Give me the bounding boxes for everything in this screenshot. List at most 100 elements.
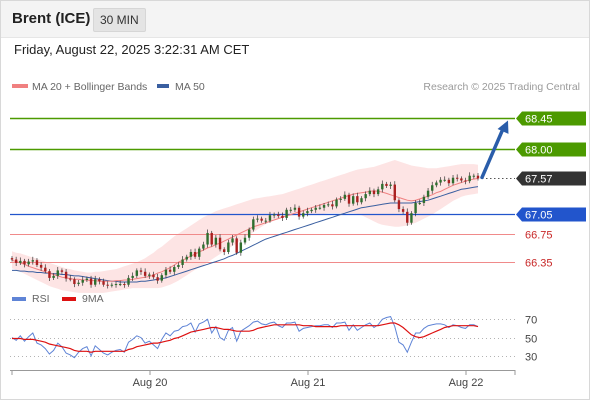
candle-body <box>310 209 313 212</box>
candle-body <box>89 278 93 285</box>
rsi-tick-50: 50 <box>525 334 537 346</box>
level-tag-68.45 <box>516 111 586 126</box>
candle-body <box>69 278 72 280</box>
ma9-legend-swatch <box>62 297 76 301</box>
candle-body <box>35 260 39 265</box>
ma20-legend-label: MA 20 + Bollinger Bands <box>32 81 147 93</box>
candle-body <box>472 175 476 177</box>
candle-body <box>164 269 168 276</box>
candle-body <box>56 270 59 276</box>
target-arrow-shaft <box>480 124 506 180</box>
candle-body <box>426 190 430 197</box>
candle-body <box>247 229 251 238</box>
ma50-legend-swatch <box>157 84 169 88</box>
candle-body <box>443 179 446 181</box>
candle-body <box>364 194 367 199</box>
level-tag-68.00 <box>516 142 586 157</box>
level-label-67.57: 67.57 <box>525 174 553 186</box>
candle-body <box>98 279 101 282</box>
candle-body <box>385 183 388 186</box>
rsi-tick-70: 70 <box>525 315 537 327</box>
header-bar: Brent (ICE) 30 MIN <box>1 1 589 38</box>
level-label-68.00: 68.00 <box>525 145 553 157</box>
candle-body <box>464 180 467 182</box>
candle-body <box>252 219 255 230</box>
candle-body <box>343 194 347 199</box>
candle-body <box>31 260 35 262</box>
candle-body <box>231 238 234 243</box>
timeframe-button[interactable]: 30 MIN <box>93 8 146 32</box>
candle-body <box>173 267 176 272</box>
candle-body <box>210 232 213 245</box>
candle-body <box>118 284 122 286</box>
time-label-aug-22: Aug 22 <box>449 377 484 389</box>
candle-body <box>439 179 442 183</box>
candle-body <box>81 279 84 283</box>
candle-body <box>272 214 276 216</box>
candle-body <box>94 279 97 285</box>
time-label-aug-21: Aug 21 <box>291 377 326 389</box>
candle-body <box>268 215 272 221</box>
candle-body <box>23 260 26 265</box>
candle-body <box>110 284 114 286</box>
candle-body <box>148 274 151 276</box>
candle-body <box>168 269 172 272</box>
level-label-66.35: 66.35 <box>525 258 553 270</box>
candle-body <box>322 205 326 208</box>
candle-body <box>451 177 455 184</box>
candle-body <box>347 194 351 204</box>
candle-body <box>339 198 342 200</box>
candle-body <box>222 249 226 253</box>
candle-body <box>381 183 384 190</box>
candle-body <box>60 270 64 272</box>
candle-body <box>410 213 413 223</box>
rsi-legend-swatch <box>12 297 26 301</box>
candle-body <box>306 211 309 214</box>
candle-body <box>198 248 201 257</box>
candle-body <box>123 284 126 286</box>
bollinger-band-area <box>12 160 478 293</box>
candle-body <box>189 252 193 257</box>
candle-body <box>156 277 159 281</box>
candle-body <box>389 184 392 186</box>
candle-body <box>214 237 218 245</box>
candle-body <box>277 214 280 216</box>
candle-body <box>206 232 209 245</box>
candle-body <box>406 211 409 223</box>
rsi-9ma-line <box>12 322 479 353</box>
candle-body <box>393 184 396 201</box>
instrument-title: Brent (ICE) <box>12 10 91 27</box>
candle-body <box>476 175 480 179</box>
candle-body <box>455 177 459 179</box>
candle-body <box>177 264 180 268</box>
candle-body <box>264 220 268 222</box>
candle-body <box>19 260 22 263</box>
candle-body <box>227 242 230 253</box>
candle-body <box>318 207 322 209</box>
candle-body <box>44 267 47 272</box>
price-plot <box>10 117 515 293</box>
candle-body <box>435 182 438 186</box>
candle-body <box>243 237 247 243</box>
candle-body <box>14 259 18 263</box>
candle-body <box>331 204 334 207</box>
candle-body <box>447 179 451 184</box>
candle-body <box>202 244 205 249</box>
candle-body <box>327 204 330 206</box>
level-label-67.05: 67.05 <box>525 210 553 222</box>
candle-body <box>335 199 338 207</box>
candle-body <box>360 198 363 203</box>
candle-body <box>39 264 43 268</box>
candle-body <box>422 196 426 203</box>
rsi-tick-30: 30 <box>525 352 537 364</box>
candle-body <box>143 271 147 276</box>
level-tag-67.57 <box>516 171 586 186</box>
candle-body <box>135 270 139 276</box>
candle-body <box>418 202 421 204</box>
datetime-label: Friday, August 22, 2025 3:22:31 AM CET <box>14 42 250 57</box>
candle-body <box>85 278 89 280</box>
candle-body <box>160 275 163 281</box>
rsi-plot: 70 50 30 <box>10 315 537 364</box>
candle-body <box>152 274 155 278</box>
